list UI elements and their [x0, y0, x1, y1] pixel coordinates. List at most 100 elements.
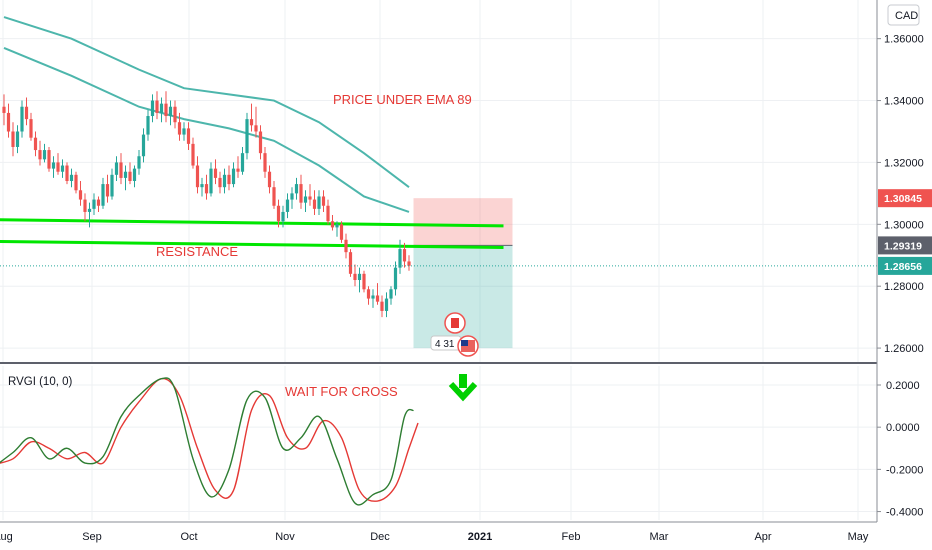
rvgi-lines — [0, 377, 419, 506]
candle-body — [276, 205, 281, 222]
price-badge — [878, 189, 932, 208]
candle-body — [281, 211, 285, 222]
candle-body — [119, 162, 123, 178]
candle-body — [173, 106, 177, 123]
candle-body — [186, 128, 191, 144]
time-tick-label: May — [848, 531, 869, 543]
resistance-annotation: RESISTANCE — [156, 244, 238, 259]
candle-body — [254, 125, 258, 132]
resistance-lines[interactable] — [0, 218, 504, 250]
candle-body — [6, 112, 11, 132]
resistance-trendline[interactable] — [0, 218, 504, 228]
candle-body — [65, 165, 69, 181]
price-tick-label: 1.36000 — [884, 34, 924, 46]
candle-body — [159, 103, 164, 113]
candle-body — [195, 165, 200, 188]
candle-body — [303, 196, 308, 203]
time-tick-label: Apr — [754, 531, 771, 543]
candle-body — [357, 273, 362, 281]
candle-body — [227, 174, 231, 185]
time-tick-label: Sep — [82, 531, 102, 543]
candle-body — [69, 174, 74, 181]
canada-flag-fill — [451, 318, 459, 328]
candle-body — [78, 190, 83, 200]
price-badge-label: 1.30845 — [884, 193, 922, 205]
candle-body — [146, 116, 150, 135]
candle-body — [231, 168, 236, 185]
candle-body — [168, 106, 173, 117]
ema-89-lower-line — [3, 47, 410, 213]
candle-body — [60, 165, 65, 172]
take-profit-zone[interactable] — [413, 245, 513, 349]
candle-body — [249, 119, 254, 126]
time-tick-label: Oct — [180, 531, 197, 543]
candle-body — [267, 171, 272, 188]
candle-body — [366, 289, 371, 299]
candle-body — [213, 168, 218, 178]
short-position-tool[interactable] — [413, 198, 513, 349]
price-scale[interactable] — [877, 0, 932, 550]
price-grid — [0, 0, 877, 520]
price-badge — [878, 256, 932, 275]
price-tick-labels: 1.36000 1.34000 1.32000 1.30000 1.28000 1.260… — [877, 34, 924, 355]
candle-body — [137, 156, 141, 169]
candle-body — [344, 239, 348, 253]
candle-body — [74, 174, 78, 191]
candle-body — [317, 196, 321, 209]
candle-body — [380, 301, 384, 311]
price-tick-label: 1.26000 — [884, 343, 924, 355]
candlesticks — [2, 91, 411, 318]
price-tick-label: 1.28000 — [884, 281, 924, 293]
price-tick-label: 1.32000 — [884, 157, 924, 169]
candle-body — [335, 224, 339, 228]
candle-body — [191, 143, 195, 166]
candle-body — [272, 187, 276, 206]
candle-body — [177, 122, 182, 135]
ema-89-upper-line — [3, 16, 410, 188]
candle-body — [29, 119, 33, 138]
candle-body — [312, 199, 317, 209]
candle-body — [389, 289, 393, 299]
candle-body — [123, 171, 128, 178]
candle-body — [362, 273, 366, 290]
time-tick-label: Feb — [562, 531, 581, 543]
candle-body — [182, 128, 186, 135]
candle-body — [321, 196, 326, 206]
currency-button[interactable] — [887, 4, 920, 26]
candle-body — [348, 252, 353, 274]
time-tick-labels: Aug Sep Oct Nov Dec 2021 Feb Mar Apr May — [0, 531, 869, 543]
candle-body — [87, 208, 92, 212]
candle-body — [258, 131, 263, 154]
currency-label: CAD — [895, 10, 918, 22]
candle-body — [285, 199, 290, 212]
candle-body — [263, 153, 267, 172]
candle-body — [294, 184, 299, 194]
candle-body — [47, 150, 51, 169]
rvgi-signal-line — [0, 377, 419, 502]
stop-loss-zone[interactable] — [413, 198, 513, 246]
candle-body — [299, 184, 303, 203]
candle-body — [375, 295, 380, 302]
time-scale[interactable] — [0, 522, 932, 550]
candle-body — [42, 150, 47, 160]
time-tick-label: Dec — [370, 531, 390, 543]
candle-body — [105, 184, 110, 197]
candle-body — [155, 100, 159, 113]
candle-body — [222, 174, 227, 188]
resistance-trendline[interactable] — [0, 239, 504, 250]
candle-body — [371, 295, 375, 299]
candle-body — [330, 221, 335, 228]
candle-body — [290, 193, 294, 200]
rvgi-tick-label: -0.2000 — [886, 464, 923, 476]
event-markers[interactable]: 4 31 — [430, 312, 479, 357]
candle-body — [398, 249, 402, 268]
candle-body — [402, 249, 407, 262]
candle-body — [384, 298, 389, 311]
candle-body — [164, 103, 168, 117]
rvgi-grid — [0, 384, 877, 513]
rvgi-label[interactable]: RVGI (10, 0) — [8, 376, 73, 388]
candle-body — [96, 199, 101, 206]
rvgi-tick-label: -0.4000 — [886, 507, 923, 519]
candle-body — [141, 134, 146, 157]
